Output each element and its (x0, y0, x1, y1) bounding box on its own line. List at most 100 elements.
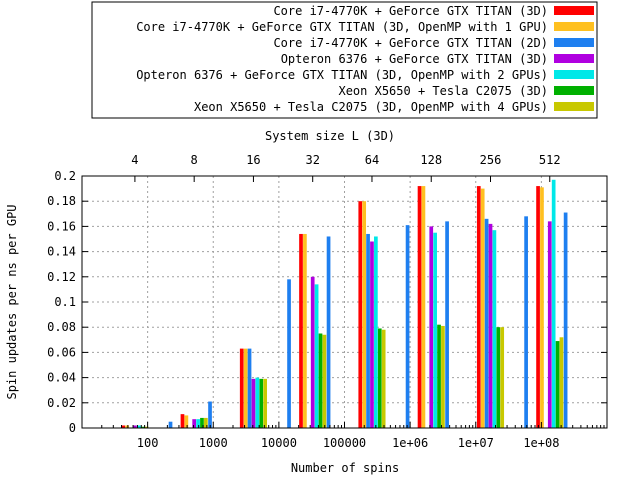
legend: Core i7-4770K + GeForce GTX TITAN (3D) Co… (91, 1, 598, 119)
x2-tick-label: 32 (305, 153, 319, 167)
bar (421, 186, 426, 428)
x2-tick-label: 512 (539, 153, 561, 167)
bar (318, 333, 323, 428)
bar (239, 348, 244, 428)
bar (370, 241, 374, 428)
legend-box (91, 1, 598, 119)
x-tick-label: 1e+07 (458, 436, 494, 450)
bar (322, 334, 327, 428)
bar (374, 236, 378, 428)
bar (536, 186, 540, 428)
x-tick-label: 1e+06 (392, 436, 428, 450)
bar (362, 201, 367, 428)
legend-label: Xeon X5650 + Tesla C2075 (3D) (338, 84, 548, 98)
bar (417, 186, 422, 428)
bar (492, 230, 497, 428)
bar (310, 276, 315, 428)
bar (484, 218, 489, 428)
bar (377, 328, 382, 428)
bar (540, 187, 544, 428)
x2-tick-label: 4 (131, 153, 138, 167)
y-axis-label: Spin updates per ns per GPU (5, 204, 19, 399)
y-tick-label: 0.12 (47, 270, 76, 284)
bar (437, 324, 441, 428)
bar (547, 221, 552, 428)
bar (299, 233, 303, 428)
x-tick-label: 100 (137, 436, 159, 450)
legend-swatch (554, 70, 594, 79)
y-tick-label: 0 (69, 421, 76, 435)
y-tick-label: 0.18 (47, 194, 76, 208)
bar (255, 377, 260, 428)
legend-label: Opteron 6376 + GeForce GTX TITAN (3D) (281, 52, 548, 66)
legend-swatch (554, 6, 594, 15)
bar (551, 179, 556, 428)
bar (263, 378, 267, 428)
bar (180, 414, 185, 428)
bar (496, 327, 501, 428)
legend-label: Core i7-4770K + GeForce GTX TITAN (3D) (273, 4, 548, 18)
y-tick-label: 0.2 (54, 169, 76, 183)
bar (381, 329, 386, 428)
legend-swatch (554, 102, 594, 111)
x2-tick-label: 64 (365, 153, 379, 167)
bar (243, 348, 248, 428)
y-tick-label: 0.02 (47, 396, 76, 410)
bar (366, 233, 370, 428)
bar (563, 212, 568, 428)
bar (500, 327, 505, 428)
top-axis-label: System size L (3D) (265, 129, 395, 143)
x2-tick-label: 16 (246, 153, 260, 167)
bar (524, 216, 528, 428)
bar (192, 419, 197, 428)
legend-label: Core i7-4770K + GeForce GTX TITAN (2D) (273, 36, 548, 50)
bar (259, 378, 264, 428)
bar (405, 225, 410, 428)
ticks-layer: 0 0.02 0.04 0.06 0.08 0.1 0.12 0.14 0.16 0.18 0.2 1… (47, 153, 607, 450)
y-tick-label: 0.14 (47, 245, 76, 259)
x-tick-label: 1000 (199, 436, 228, 450)
bar (140, 426, 145, 428)
bar (184, 415, 189, 428)
bar (287, 279, 291, 428)
y-tick-label: 0.04 (47, 371, 76, 385)
bar (168, 421, 173, 428)
bar (121, 425, 126, 428)
legend-swatch (554, 54, 594, 63)
x-tick-label: 100000 (323, 436, 366, 450)
bar (204, 417, 208, 428)
bar (125, 425, 129, 428)
y-tick-label: 0.06 (47, 345, 76, 359)
bar (326, 236, 331, 428)
bar (445, 221, 449, 428)
bar (476, 186, 481, 428)
bar (358, 201, 363, 428)
x2-tick-label: 128 (420, 153, 442, 167)
x-tick-label: 10000 (261, 436, 297, 450)
x2-tick-label: 256 (480, 153, 502, 167)
bar (488, 223, 493, 428)
bar (196, 419, 200, 428)
grid-layer (82, 176, 607, 428)
x2-tick-label: 8 (191, 153, 198, 167)
bar (559, 337, 564, 428)
bar (314, 284, 319, 428)
bar (303, 233, 307, 428)
legend-label: Core i7-4770K + GeForce GTX TITAN (3D, O… (136, 20, 548, 34)
y-tick-label: 0.1 (54, 295, 76, 309)
bar (429, 226, 434, 428)
x-axis-label: Number of spins (291, 461, 399, 475)
bar (136, 425, 141, 428)
legend-label: Xeon X5650 + Tesla C2075 (3D, OpenMP wit… (194, 100, 548, 114)
bar (441, 325, 445, 428)
legend-swatch (554, 38, 594, 47)
bar (251, 378, 256, 428)
y-tick-label: 0.08 (47, 320, 76, 334)
bar (208, 401, 212, 428)
bar (133, 425, 137, 428)
bar (480, 188, 485, 428)
bar (433, 232, 437, 428)
legend-label: Opteron 6376 + GeForce GTX TITAN (3D, Op… (136, 68, 548, 82)
y-tick-label: 0.16 (47, 219, 76, 233)
